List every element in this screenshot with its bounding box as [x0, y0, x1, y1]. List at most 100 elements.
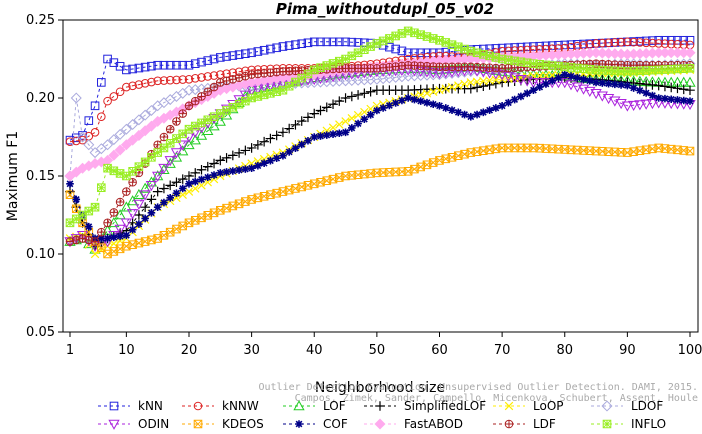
legend-label: KDEOS — [222, 417, 264, 431]
data-point-knn — [341, 37, 350, 47]
data-point-ldof — [377, 73, 389, 85]
data-point-cof — [441, 104, 450, 112]
data-point-knn — [385, 42, 394, 52]
data-point-inflo — [297, 73, 307, 83]
data-point-ldf — [122, 187, 131, 196]
data-point-odin — [534, 78, 546, 89]
data-point-knnw — [153, 76, 162, 86]
data-point-simplifiedlof — [221, 153, 232, 163]
series-line-loop — [69, 69, 691, 255]
data-point-cof — [598, 79, 607, 87]
data-point-lof — [133, 188, 145, 200]
data-point-cof — [448, 106, 456, 114]
data-point-odin — [634, 100, 646, 111]
data-point-cof — [222, 168, 231, 176]
data-point-inflo — [441, 38, 451, 47]
data-point-loop — [353, 110, 363, 120]
data-point-simplifiedlof — [296, 116, 307, 126]
data-point-inflo — [391, 31, 400, 41]
data-point-loop — [366, 104, 375, 114]
legend-marker — [108, 419, 120, 430]
data-point-ldf — [159, 132, 169, 142]
data-point-cof — [260, 159, 268, 168]
legend-item-loop: LoOP — [493, 399, 564, 413]
data-point-simplifiedlof — [215, 155, 226, 166]
x-tick-label: 80 — [556, 343, 573, 358]
data-point-cof — [629, 84, 638, 92]
data-point-ldof — [108, 134, 120, 146]
data-point-cof — [72, 195, 81, 204]
legend-marker — [504, 401, 514, 411]
data-point-simplifiedlof — [478, 81, 489, 91]
data-point-knn — [97, 78, 106, 87]
data-point-fastabod — [139, 125, 151, 137]
data-point-inflo — [309, 65, 319, 75]
data-point-fastabod — [145, 120, 157, 132]
data-point-inflo — [341, 54, 350, 64]
data-point-cof — [542, 80, 550, 88]
data-point-knn — [140, 62, 150, 72]
legend-label: LDF — [533, 417, 556, 431]
data-point-knn — [241, 49, 250, 58]
data-point-cof — [473, 110, 481, 119]
data-point-knn — [297, 39, 307, 49]
y-tick-label: 0.05 — [26, 325, 55, 340]
data-point-cof — [579, 75, 588, 84]
data-point-knn — [234, 50, 244, 59]
data-point-knn — [216, 53, 225, 62]
data-point-odin — [515, 74, 527, 86]
data-point-knnw — [610, 38, 620, 47]
data-point-inflo — [153, 148, 162, 157]
data-point-loop — [435, 85, 444, 95]
data-point-inflo — [247, 93, 256, 103]
data-point-cof — [661, 94, 669, 103]
data-point-cof — [391, 99, 400, 107]
data-point-simplifiedlof — [328, 99, 338, 110]
data-point-simplifiedlof — [666, 82, 677, 93]
legend-label: kNN — [138, 399, 163, 413]
data-point-knnw — [159, 76, 169, 85]
legend-item-kdeos: KDEOS — [182, 417, 264, 431]
data-point-knn — [153, 60, 162, 70]
data-point-inflo — [291, 77, 300, 87]
data-point-inflo — [253, 92, 263, 101]
data-point-simplifiedlof — [259, 136, 269, 147]
data-point-knnw — [629, 37, 638, 47]
data-point-cof — [229, 167, 237, 175]
data-point-inflo — [322, 61, 332, 70]
data-point-cof — [604, 79, 613, 88]
data-point-ldof — [189, 84, 201, 96]
data-point-knn — [159, 60, 169, 70]
data-point-inflo — [103, 163, 112, 173]
data-point-knn — [416, 48, 426, 58]
data-point-inflo — [460, 44, 469, 54]
data-point-knnw — [190, 74, 200, 83]
data-point-inflo — [228, 103, 238, 112]
data-point-cof — [648, 91, 657, 100]
data-point-lof — [120, 201, 133, 212]
data-point-inflo — [447, 40, 457, 49]
data-point-cof — [166, 194, 175, 202]
data-point-cof — [178, 184, 187, 193]
data-point-cof — [560, 70, 569, 79]
series-line-inflo — [69, 30, 691, 224]
data-point-knn — [172, 60, 181, 70]
data-point-cof — [235, 166, 243, 174]
legend-marker — [504, 419, 514, 429]
legend-label: LoOP — [533, 399, 564, 413]
data-point-inflo — [65, 218, 75, 228]
data-point-cof — [385, 101, 394, 110]
data-point-loop — [416, 90, 425, 100]
data-point-inflo — [178, 129, 188, 139]
x-axis: 1 10 20 30 40 50 60 70 80 90 100 — [66, 332, 702, 358]
data-point-simplifiedlof — [159, 183, 169, 194]
data-point-inflo — [566, 63, 576, 72]
data-point-cof — [373, 106, 381, 115]
data-point-knn — [122, 65, 131, 75]
data-point-ldf — [165, 124, 175, 134]
data-point-ldof — [396, 71, 408, 83]
data-point-simplifiedlof — [146, 194, 157, 205]
data-point-simplifiedlof — [190, 168, 201, 178]
data-point-cof — [517, 92, 525, 101]
data-point-odin — [540, 78, 552, 89]
